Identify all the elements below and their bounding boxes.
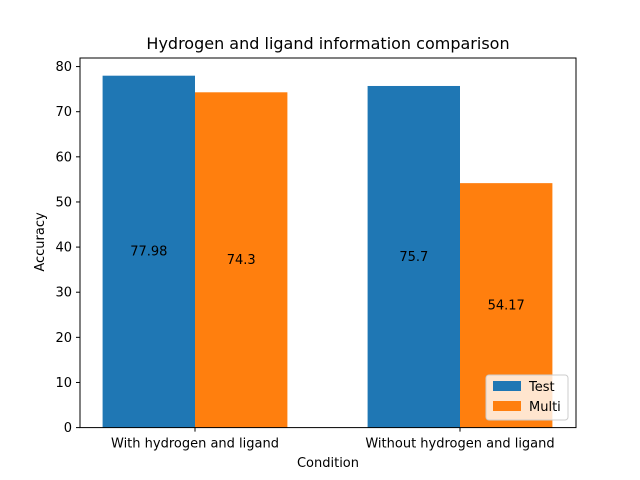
legend-label-test: Test [528, 380, 555, 395]
bar-value-label: 77.98 [130, 245, 167, 260]
bar-test-2 [367, 85, 460, 428]
bar-multi-1 [195, 92, 288, 428]
y-tick-label: 60 [55, 150, 72, 165]
bar-value-label: 74.3 [227, 253, 256, 268]
y-axis: 0 10 20 30 40 50 60 70 80 [55, 60, 80, 436]
bar-value-label: 75.7 [399, 250, 428, 265]
y-tick-label: 40 [55, 241, 72, 256]
bar-value-label: 54.17 [488, 298, 525, 313]
legend-swatch-multi [493, 401, 521, 411]
x-axis-label: Condition [297, 456, 359, 471]
legend-swatch-test [493, 381, 521, 391]
chart-title: Hydrogen and ligand information comparis… [146, 34, 509, 53]
x-axis: With hydrogen and ligand Without hydrogen… [111, 427, 555, 452]
y-tick-label: 20 [55, 331, 72, 346]
y-tick-label: 80 [55, 60, 72, 75]
x-tick-label: Without hydrogen and ligand [365, 437, 554, 452]
x-tick-label: With hydrogen and ligand [111, 437, 279, 452]
y-axis-label: Accuracy [33, 212, 48, 272]
legend-label-multi: Multi [529, 400, 561, 415]
legend: Test Multi [485, 374, 569, 421]
y-tick-label: 10 [55, 376, 72, 391]
bar-test-1 [102, 75, 195, 428]
plot-frame [79, 57, 577, 429]
y-tick-label: 50 [55, 195, 72, 210]
y-tick-label: 70 [55, 105, 72, 120]
bars-group: 77.98 74.3 75.7 54.17 [102, 75, 553, 428]
y-tick-label: 0 [64, 421, 72, 436]
y-tick-label: 30 [55, 286, 72, 301]
